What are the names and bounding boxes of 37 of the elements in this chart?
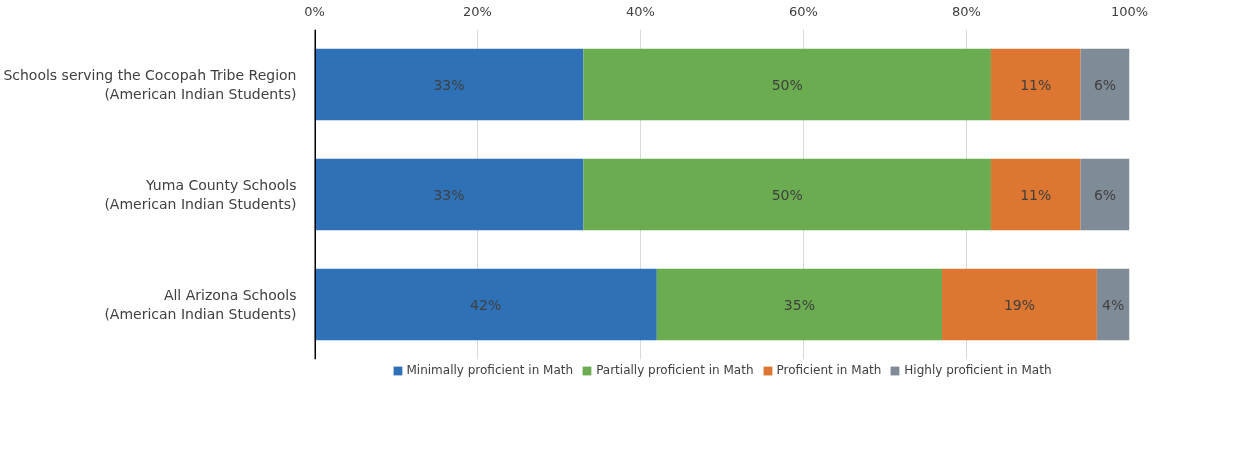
bar (314, 158, 584, 231)
legend-label: Proficient in Math (776, 363, 882, 377)
data-label: 42% (470, 296, 502, 313)
data-label: 50% (771, 76, 803, 93)
y-tick-label: All Arizona Schools (American Indian Students) (104, 286, 297, 323)
bar (990, 48, 1081, 121)
x-tick-label: 60% (789, 3, 818, 19)
data-label: 6% (1093, 76, 1117, 93)
legend-label: Partially proficient in Math (596, 363, 754, 377)
data-label: 19% (1003, 296, 1036, 313)
bar (314, 268, 657, 341)
bar (314, 48, 584, 121)
data-label: 4% (1102, 296, 1125, 313)
y-tick-label: Schools serving the Cocopah Tribe Region (American Indian Students) (3, 66, 297, 103)
data-label: 6% (1093, 186, 1117, 203)
x-tick-label: 40% (626, 3, 655, 19)
bar (583, 48, 991, 121)
bar (583, 158, 991, 231)
data-label: 11% (1020, 186, 1052, 203)
data-label: 50% (771, 186, 803, 203)
data-label: 35% (783, 296, 815, 313)
x-tick-label: 100% (1110, 3, 1149, 19)
y-tick-label: Yuma County Schools (American Indian Students) (104, 176, 297, 213)
bar (1096, 268, 1130, 341)
x-tick-label: 0% (304, 3, 325, 19)
data-label: 33% (433, 186, 465, 203)
data-label: 33% (433, 76, 465, 93)
legend-label: Minimally proficient in Math (406, 363, 574, 377)
x-tick-label: 80% (952, 3, 981, 19)
bar (990, 158, 1081, 231)
x-tick-label: 20% (463, 3, 492, 19)
legend-label: Highly proficient in Math (904, 363, 1052, 377)
data-label: 11% (1020, 76, 1052, 93)
bar (656, 268, 943, 341)
bar (1080, 48, 1130, 121)
bar (942, 268, 1097, 341)
bar (1080, 158, 1130, 231)
